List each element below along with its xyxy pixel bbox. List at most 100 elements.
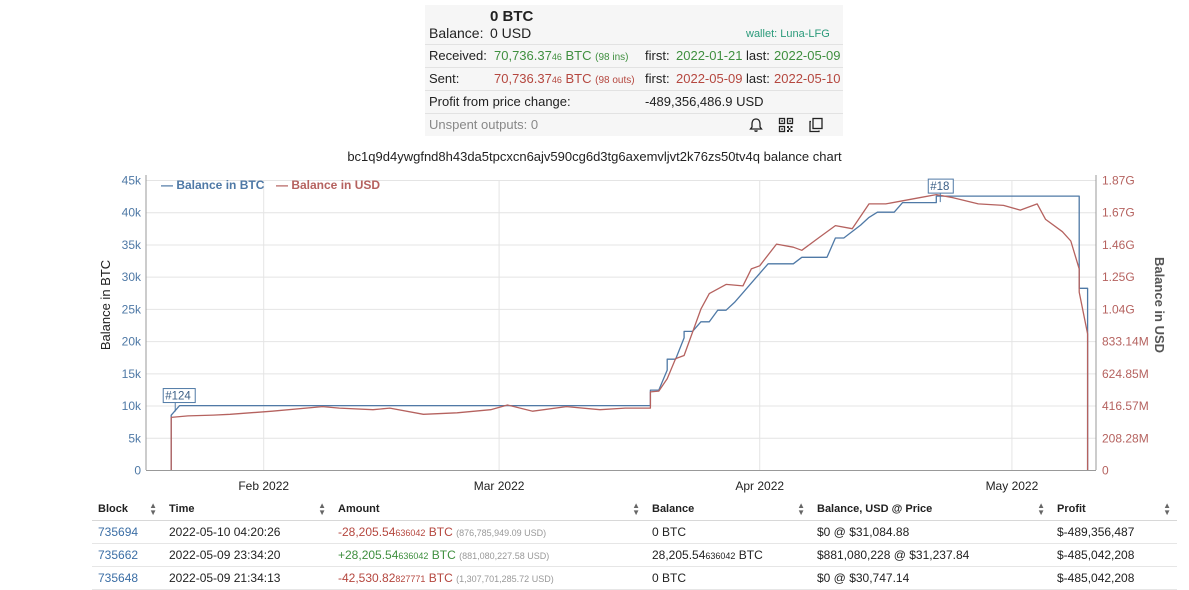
legend-usd: — Balance in USD — [276, 178, 380, 192]
y-right-tick-label: 208.28M — [1102, 431, 1149, 445]
column-header-block[interactable]: Block ▲ ▼ — [92, 498, 163, 521]
tx-profit: $-489,356,487 — [1051, 520, 1177, 544]
x-tick-label: Feb 2022 — [238, 479, 289, 493]
y-left-tick-label: 30k — [122, 270, 142, 284]
tx-balance-usd: $0 @ $30,747.14 — [811, 566, 1051, 590]
y-left-tick-label: 0 — [134, 464, 141, 478]
y-left-tick-label: 10k — [122, 399, 142, 413]
column-header-time[interactable]: Time ▲ ▼ — [163, 498, 332, 521]
y-axis-left-label: Balance in BTC — [98, 260, 113, 350]
table-row: 735694 2022-05-10 04:20:26 -28,205.5463604… — [92, 520, 1177, 544]
x-tick-label: Mar 2022 — [474, 479, 525, 493]
received-last-date: 2022-05-09 — [774, 48, 841, 63]
sent-label: Sent: — [429, 71, 460, 86]
balance-label: Balance: — [429, 25, 484, 41]
y-left-tick-label: 20k — [122, 335, 142, 349]
sort-icon[interactable]: ▲ ▼ — [149, 501, 157, 517]
y-left-tick-label: 15k — [122, 367, 142, 381]
profit-value: -489,356,486.9 USD — [645, 94, 764, 109]
chart-title: bc1q9d4ywgfnd8h43da5tpcxcn6ajv590cg6d3tg… — [347, 149, 842, 164]
received-label: Received: — [429, 48, 487, 63]
tx-balance-usd: $881,080,228 @ $31,237.84 — [811, 543, 1051, 567]
chart-grid — [146, 180, 1096, 471]
y-right-tick-label: 1.25G — [1102, 270, 1135, 284]
tx-amount: -28,205.54636042 BTC (876,785,949.09 USD… — [332, 520, 646, 544]
tx-time: 2022-05-10 04:20:26 — [163, 520, 332, 544]
annotation-box — [162, 388, 196, 404]
table-header-row: Block ▲ ▼ Time ▲ ▼ Amount ▲ ▼ Balance ▲ ▼ Balanc… — [92, 498, 1177, 521]
series-balance-btc — [170, 195, 1089, 470]
tx-balance-usd: $0 @ $31,084.88 — [811, 520, 1051, 544]
tx-time: 2022-05-09 23:34:20 — [163, 543, 332, 567]
tx-profit: $-485,042,208 — [1051, 543, 1177, 567]
balance-chart: 0 0 5k 208.28M 10k 416.57M 15k 624.85M 20k 833.14… — [98, 174, 1167, 494]
y-left-tick-label: 45k — [122, 174, 142, 188]
chart-axes: 0 0 5k 208.28M 10k 416.57M 15k 624.85M 20k 833.14… — [122, 174, 1149, 494]
block-link[interactable]: 735648 — [92, 566, 163, 590]
y-left-tick-label: 25k — [122, 302, 142, 316]
sort-icon[interactable]: ▲ ▼ — [1163, 501, 1171, 517]
chart-annotations: #124 #18 — [162, 178, 954, 412]
column-header-profit[interactable]: Profit ▲ ▼ — [1051, 498, 1177, 521]
y-left-tick-label: 40k — [122, 206, 142, 220]
usd-balance: 0 USD — [490, 25, 532, 41]
y-left-tick-label: 5k — [128, 431, 142, 445]
tx-balance: 28,205.54636042 BTC — [646, 543, 811, 567]
tx-amount: +28,205.54636042 BTC (881,080,227.58 USD… — [332, 543, 646, 567]
copy-icon[interactable] — [808, 117, 824, 133]
y-right-tick-label: 624.85M — [1102, 367, 1149, 381]
profit-label: Profit from price change: — [429, 94, 571, 109]
x-tick-label: May 2022 — [986, 479, 1039, 493]
chart-series — [170, 193, 1089, 470]
y-right-tick-label: 416.57M — [1102, 399, 1149, 413]
y-right-tick-label: 1.04G — [1102, 302, 1135, 316]
column-header-balance[interactable]: Balance ▲ ▼ — [646, 498, 811, 521]
annotation-flag: #18 — [927, 178, 954, 203]
unspent-outputs: Unspent outputs: 0 — [429, 117, 539, 132]
sort-icon[interactable]: ▲ ▼ — [797, 501, 805, 517]
tx-balance: 0 BTC — [646, 566, 811, 590]
annotation-label: #18 — [930, 181, 949, 193]
y-right-tick-label: 1.67G — [1102, 206, 1135, 220]
profit-row: Profit from price change: -489,356,486.9… — [425, 90, 843, 113]
tx-balance: 0 BTC — [646, 520, 811, 544]
sent-amount: 70,736.3746 BTC (98 outs) — [494, 71, 635, 86]
y-left-tick-label: 35k — [122, 238, 142, 252]
annotation-label: #124 — [165, 391, 191, 403]
y-right-tick-label: 1.46G — [1102, 238, 1135, 252]
legend-btc: — Balance in BTC — [161, 178, 265, 192]
received-amount: 70,736.3746 BTC (98 ins) — [494, 48, 629, 63]
series-balance-usd — [170, 193, 1089, 470]
received-first-label: first: — [645, 48, 670, 63]
sort-icon[interactable]: ▲ ▼ — [632, 501, 640, 517]
sent-last-date: 2022-05-10 — [774, 71, 841, 86]
y-right-tick-label: 1.87G — [1102, 174, 1135, 188]
column-header-amount[interactable]: Amount ▲ ▼ — [332, 498, 646, 521]
qr-code-icon[interactable] — [778, 117, 794, 133]
table-row: 735648 2022-05-09 21:34:13 -42,530.8282777… — [92, 566, 1177, 590]
tx-amount: -42,530.82827771 BTC (1,307,701,285.72 U… — [332, 566, 646, 590]
transactions-table: Block ▲ ▼ Time ▲ ▼ Amount ▲ ▼ Balance ▲ ▼ Balanc… — [92, 498, 1177, 590]
block-link[interactable]: 735694 — [92, 520, 163, 544]
sent-row: Sent: 70,736.3746 BTC (98 outs) first: 2… — [425, 67, 843, 90]
table-row: 735662 2022-05-09 23:34:20 +28,205.5463604… — [92, 543, 1177, 567]
y-right-tick-label: 833.14M — [1102, 335, 1149, 349]
sort-icon[interactable]: ▲ ▼ — [1037, 501, 1045, 517]
received-last-label: last: — [746, 48, 770, 63]
balance-row: 0 BTC Balance: 0 USD wallet: Luna-LFG — [425, 5, 843, 44]
wallet-link[interactable]: wallet: Luna-LFG — [746, 28, 830, 40]
y-right-tick-label: 0 — [1102, 464, 1109, 478]
y-axis-right-label: Balance in USD — [1152, 257, 1167, 353]
sent-first-label: first: — [645, 71, 670, 86]
received-first-date: 2022-01-21 — [676, 48, 743, 63]
block-link[interactable]: 735662 — [92, 543, 163, 567]
column-header-balance-usd[interactable]: Balance, USD @ Price ▲ ▼ — [811, 498, 1051, 521]
btc-balance: 0 BTC — [490, 8, 534, 25]
sent-first-date: 2022-05-09 — [676, 71, 743, 86]
bell-icon[interactable] — [748, 117, 764, 133]
tx-profit: $-485,042,208 — [1051, 566, 1177, 590]
x-tick-label: Apr 2022 — [735, 479, 784, 493]
sort-icon[interactable]: ▲ ▼ — [318, 501, 326, 517]
address-summary: 0 BTC Balance: 0 USD wallet: Luna-LFG Re… — [425, 5, 843, 136]
annotation-box — [927, 178, 954, 194]
